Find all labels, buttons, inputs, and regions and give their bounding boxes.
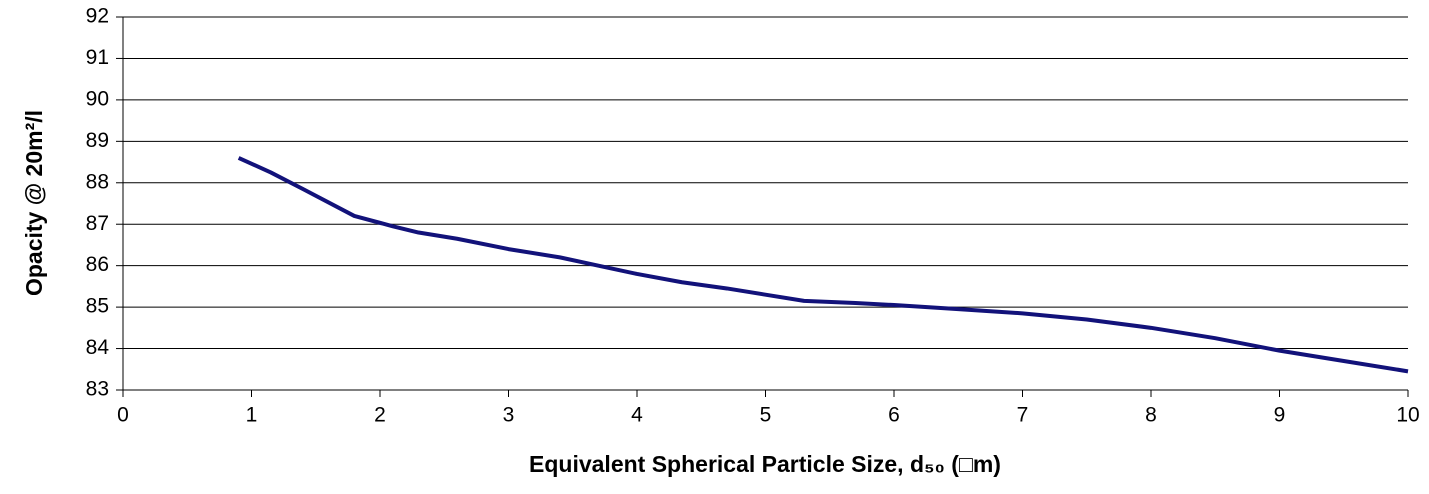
y-tick-label: 89 xyxy=(86,129,109,152)
y-tick-label: 86 xyxy=(86,253,109,276)
x-axis-title: Equivalent Spherical Particle Size, d₅₀ … xyxy=(529,451,1001,477)
x-tick-label: 3 xyxy=(503,404,515,427)
x-tick-label: 6 xyxy=(888,404,900,427)
y-tick-label: 91 xyxy=(86,46,109,69)
y-tick-label: 85 xyxy=(86,295,109,318)
x-tick-label: 7 xyxy=(1017,404,1029,427)
x-tick-label: 9 xyxy=(1274,404,1286,427)
x-tick-label: 10 xyxy=(1396,404,1419,427)
y-tick-label: 83 xyxy=(86,378,109,401)
y-tick-label: 87 xyxy=(86,212,109,235)
data-line xyxy=(237,156,1409,374)
x-tick-label: 2 xyxy=(374,404,386,427)
x-tick-label: 1 xyxy=(246,404,258,427)
y-tick-label: 84 xyxy=(86,336,110,359)
x-tick-label: 8 xyxy=(1145,404,1157,427)
x-tick-label: 0 xyxy=(117,404,129,427)
y-tick-label: 90 xyxy=(86,87,109,110)
x-tick-label: 4 xyxy=(631,404,643,427)
x-tick-label: 5 xyxy=(760,404,772,427)
y-axis-title: Opacity @ 20m²/l xyxy=(21,110,47,296)
y-tick-label: 88 xyxy=(86,170,109,193)
y-tick-label: 92 xyxy=(86,5,109,28)
